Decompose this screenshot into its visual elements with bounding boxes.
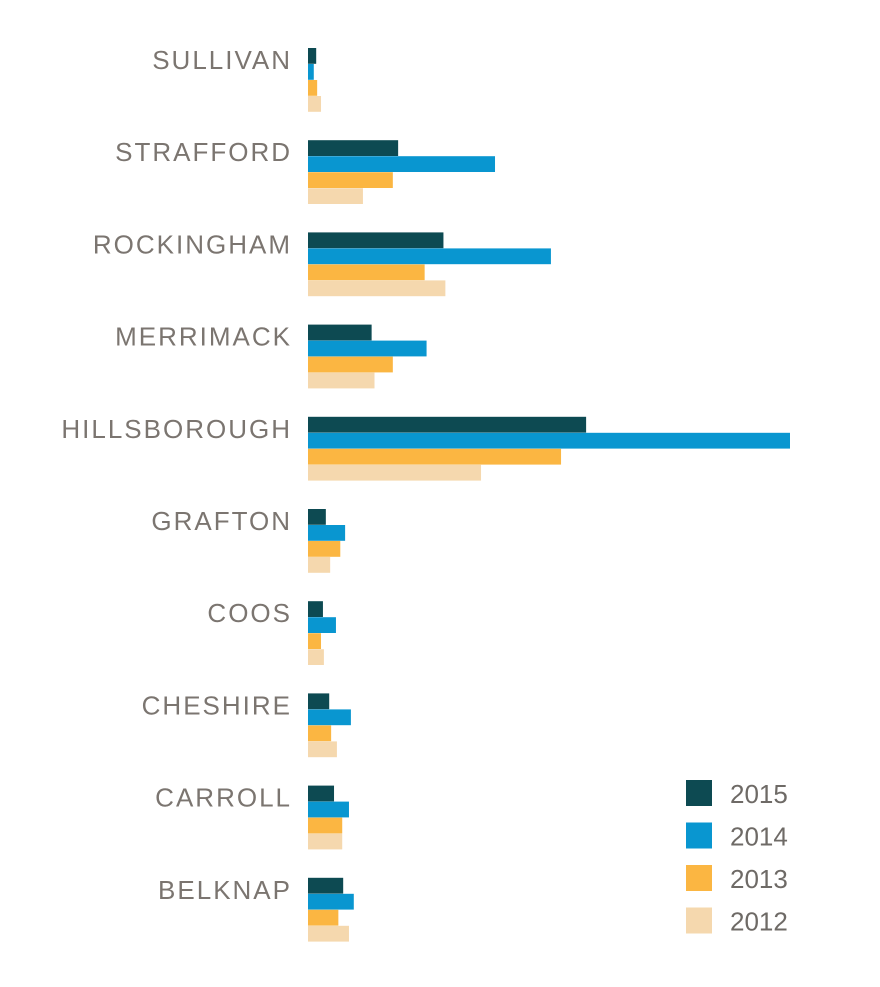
bar-hillsborough-2012 (308, 464, 482, 481)
legend-label-2014: 2014 (730, 822, 788, 852)
bar-merrimack-2015 (308, 324, 372, 341)
bar-belknap-2013 (308, 909, 339, 926)
category-label-rockingham: ROCKINGHAM (93, 229, 292, 259)
bar-coos-2013 (308, 633, 322, 649)
legend-label-2015: 2015 (730, 779, 788, 809)
legend-label-2013: 2013 (730, 864, 788, 894)
category-label-hillsborough: HILLSBOROUGH (61, 414, 292, 444)
legend-swatch-2014 (686, 822, 712, 849)
bar-rockingham-2014 (308, 248, 551, 265)
bar-carroll-2015 (308, 785, 335, 802)
bar-strafford-2013 (308, 172, 393, 188)
bar-coos-2014 (308, 617, 336, 633)
bar-sullivan-2015 (308, 48, 317, 64)
legend: 2015 2014 2013 2012 (686, 779, 788, 937)
bar-rockingham-2013 (308, 264, 425, 281)
category-label-strafford: STRAFFORD (115, 137, 292, 167)
bar-hillsborough-2014 (308, 432, 790, 449)
bar-belknap-2012 (308, 925, 349, 942)
bar-strafford-2014 (308, 156, 496, 172)
bar-belknap-2015 (308, 877, 344, 894)
bar-coos-2012 (308, 649, 324, 665)
category-label-sullivan: SULLIVAN (152, 45, 292, 75)
category-label-merrimack: MERRIMACK (115, 322, 292, 352)
category-label-cheshire: CHESHIRE (142, 690, 292, 720)
legend-swatch-2012 (686, 907, 712, 934)
legend-swatch-2015 (686, 780, 712, 806)
bar-rockingham-2012 (308, 280, 446, 297)
bar-grafton-2015 (308, 509, 326, 525)
bar-cheshire-2014 (308, 709, 351, 726)
bar-grafton-2013 (308, 541, 341, 557)
bars-group (308, 48, 790, 942)
bar-cheshire-2015 (308, 693, 330, 710)
bar-merrimack-2012 (308, 372, 375, 389)
bar-sullivan-2014 (308, 64, 314, 80)
bar-merrimack-2014 (308, 340, 427, 357)
bar-carroll-2013 (308, 817, 343, 834)
category-label-carroll: CARROLL (155, 783, 292, 813)
bar-carroll-2014 (308, 801, 349, 818)
bar-cheshire-2012 (308, 741, 337, 758)
category-label-coos: COOS (207, 598, 292, 628)
legend-swatch-2013 (686, 865, 712, 891)
bar-hillsborough-2015 (308, 416, 587, 433)
bar-cheshire-2013 (308, 725, 332, 742)
bar-grafton-2014 (308, 525, 346, 541)
category-label-grafton: GRAFTON (151, 506, 292, 536)
category-labels: SULLIVAN STRAFFORD ROCKINGHAM MERRIMACK HILL… (61, 45, 292, 905)
bar-rockingham-2015 (308, 232, 444, 249)
bar-merrimack-2013 (308, 356, 393, 373)
category-label-belknap: BELKNAP (158, 875, 292, 905)
bar-sullivan-2012 (308, 96, 322, 112)
bar-belknap-2014 (308, 893, 354, 910)
bar-coos-2015 (308, 601, 323, 617)
bar-strafford-2012 (308, 188, 363, 204)
legend-label-2012: 2012 (730, 907, 788, 937)
bar-carroll-2012 (308, 833, 343, 850)
bar-sullivan-2013 (308, 80, 318, 96)
bar-hillsborough-2013 (308, 448, 562, 465)
bar-grafton-2012 (308, 557, 331, 573)
bar-strafford-2015 (308, 140, 399, 156)
